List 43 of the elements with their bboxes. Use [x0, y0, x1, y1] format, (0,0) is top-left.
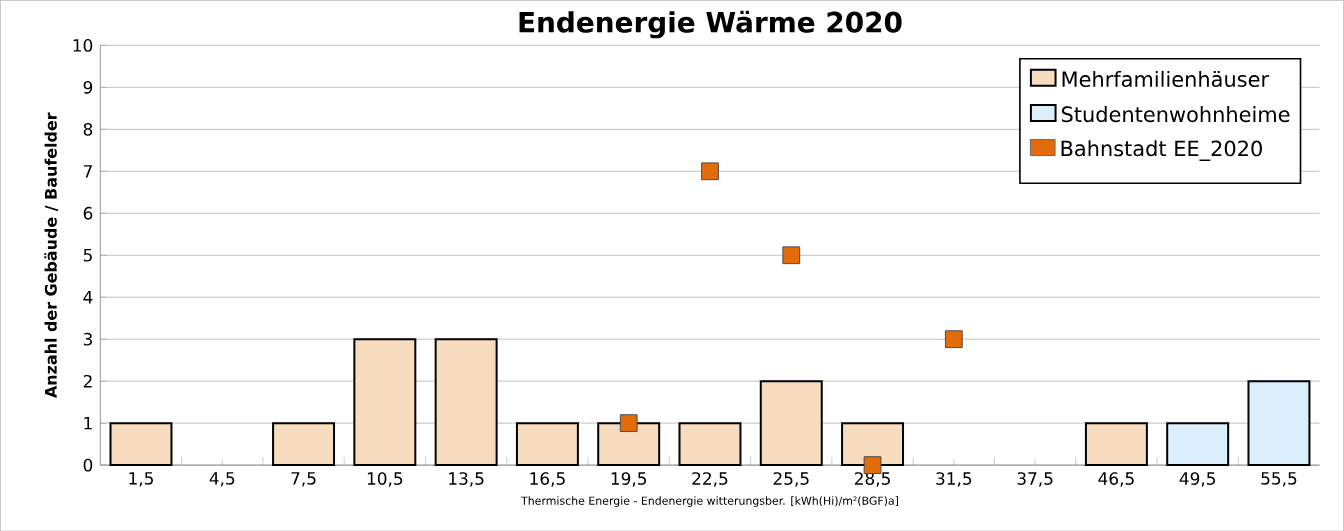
- bar: [434, 337, 498, 466]
- y-tick-label: 3: [83, 332, 92, 346]
- x-tick-label: 55,5: [1261, 471, 1297, 487]
- y-axis-title: Anzahl der Gebäude / Baufelder: [44, 112, 59, 398]
- bar: [841, 421, 905, 466]
- bar: [353, 337, 417, 466]
- y-tick-label: 9: [83, 80, 93, 94]
- bar: [109, 421, 173, 466]
- x-tick-label: 31,5: [936, 471, 972, 487]
- chart-title: Endenergie Wärme 2020: [519, 10, 902, 39]
- y-tick-label: 0: [83, 458, 93, 472]
- x-axis-title: Thermische Energie - Endenergie witterungsber. [kWh(Hi)/m²(BGF)a]: [521, 496, 899, 507]
- y-tick-label: 10: [73, 38, 93, 52]
- x-tick-label: 25,5: [773, 471, 809, 487]
- bar: [515, 421, 579, 466]
- legend-label: Bahnstadt EE_2020: [1061, 139, 1262, 161]
- bar: [1247, 379, 1311, 466]
- x-tick-label: 22,5: [692, 471, 728, 487]
- x-tick-label: 10,5: [367, 471, 403, 487]
- legend-label: Mehrfamilienhäuser: [1062, 70, 1270, 87]
- x-tick-label: 46,5: [1098, 471, 1134, 487]
- y-tick-label: 8: [83, 122, 93, 136]
- x-tick-label: 7,5: [291, 471, 316, 487]
- y-tick-label: 6: [83, 206, 93, 220]
- bar: [1084, 421, 1148, 466]
- legend-label: Studentenwohnheime: [1061, 105, 1290, 122]
- bar: [1166, 421, 1230, 466]
- x-tick-label: 1,5: [129, 471, 153, 487]
- y-tick-label: 1: [84, 416, 92, 430]
- bar: [597, 421, 661, 466]
- y-tick-label: 7: [83, 164, 92, 178]
- x-tick-label: 13,5: [449, 471, 484, 487]
- bar: [272, 421, 336, 466]
- y-tick-label: 4: [83, 290, 93, 304]
- x-tick-label: 4,5: [209, 471, 235, 487]
- y-tick-label: 2: [83, 374, 92, 388]
- x-tick-label: 16,5: [530, 471, 565, 487]
- x-tick-label: 37,5: [1017, 471, 1053, 487]
- x-tick-label: 19,5: [611, 471, 647, 487]
- bar: [678, 421, 742, 466]
- bar: [759, 379, 823, 466]
- y-tick-label: 5: [83, 248, 92, 262]
- x-tick-label: 49,5: [1179, 471, 1216, 487]
